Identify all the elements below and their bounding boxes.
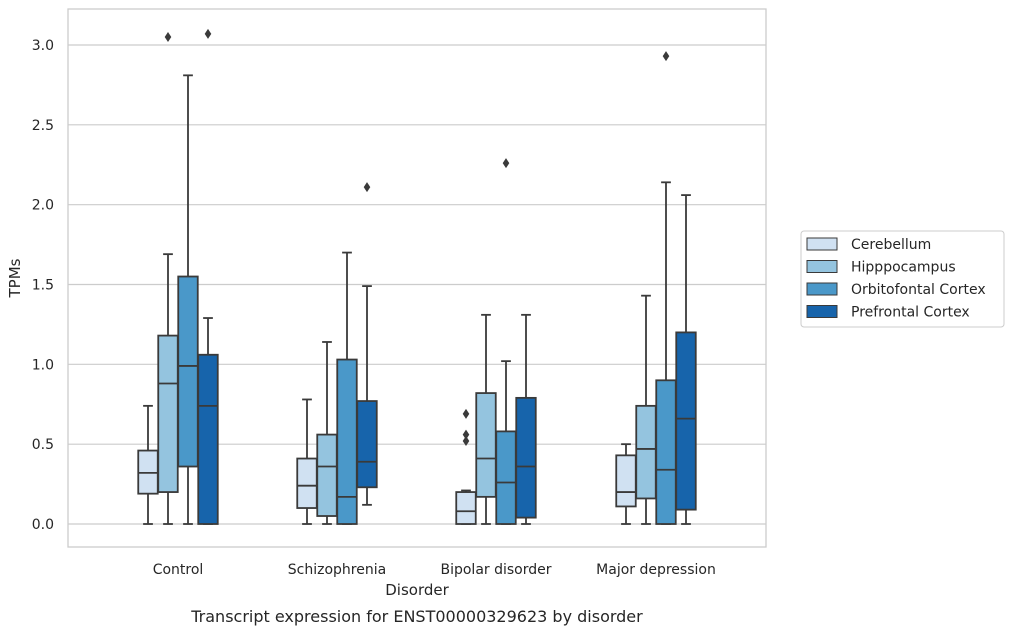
box-group bbox=[675, 194, 697, 525]
legend-swatch bbox=[806, 305, 838, 318]
box-iqr bbox=[515, 396, 537, 519]
y-axis-title: TPMs bbox=[6, 258, 24, 298]
y-tick-label: 2.5 bbox=[32, 118, 54, 134]
legend-label: Prefrontal Cortex bbox=[851, 305, 970, 321]
x-tick-label: Major depression bbox=[596, 562, 716, 578]
legend-swatch bbox=[806, 260, 838, 273]
box-group bbox=[157, 32, 179, 525]
y-tick-label: 0.5 bbox=[32, 437, 54, 453]
legend-swatch bbox=[806, 237, 838, 251]
box-group bbox=[336, 251, 358, 525]
box-group bbox=[197, 28, 219, 525]
x-axis-ticks: Control Schizophrenia Bipolar disorder Majo… bbox=[153, 562, 716, 578]
box-group bbox=[655, 51, 677, 525]
x-tick-label: Schizophrenia bbox=[288, 562, 386, 578]
x-tick-label: Control bbox=[153, 562, 204, 578]
legend-label: Orbitofontal Cortex bbox=[851, 282, 986, 298]
box-group bbox=[615, 443, 637, 525]
box-iqr bbox=[197, 353, 219, 525]
box-iqr bbox=[316, 433, 338, 517]
legend-frame bbox=[800, 230, 1005, 328]
y-axis-ticks: 0.0 0.5 1.0 1.5 2.0 2.5 3.0 bbox=[32, 38, 54, 533]
legend-label: Hipppocampus bbox=[851, 260, 956, 276]
outlier-point bbox=[462, 435, 470, 446]
outlier-point bbox=[204, 28, 212, 39]
outlier-point bbox=[662, 51, 670, 62]
box-group bbox=[635, 294, 657, 525]
y-tick-label: 0.0 bbox=[32, 517, 54, 533]
box-iqr bbox=[655, 379, 677, 525]
x-axis-title: Disorder bbox=[385, 581, 449, 599]
box-group bbox=[475, 313, 497, 525]
box-iqr bbox=[475, 392, 497, 498]
legend: Cerebellum Hipppocampus Orbitofontal Corte… bbox=[800, 230, 1005, 328]
legend-label: Cerebellum bbox=[851, 237, 931, 253]
x-tick-label: Bipolar disorder bbox=[440, 562, 551, 578]
box-iqr bbox=[615, 454, 637, 508]
box-iqr bbox=[157, 334, 179, 493]
outlier-point bbox=[462, 408, 470, 419]
box-group bbox=[495, 158, 517, 525]
box-group bbox=[455, 408, 477, 525]
box-group bbox=[356, 182, 378, 506]
box-iqr bbox=[635, 404, 657, 500]
box-iqr bbox=[336, 358, 358, 525]
outlier-point bbox=[363, 182, 371, 193]
outlier-point bbox=[462, 429, 470, 440]
box-group bbox=[316, 341, 338, 525]
legend-swatch bbox=[806, 282, 838, 296]
box-plot-boxes bbox=[137, 28, 697, 525]
box-iqr bbox=[296, 457, 318, 509]
y-tick-label: 2.0 bbox=[32, 198, 54, 214]
plot-area-frame bbox=[67, 8, 767, 548]
chart-caption: Transcript expression for ENST0000032962… bbox=[190, 607, 643, 626]
box-group bbox=[515, 313, 537, 525]
box-iqr bbox=[455, 491, 477, 525]
box-iqr bbox=[675, 331, 697, 511]
box-iqr bbox=[177, 275, 199, 468]
outlier-point bbox=[164, 32, 172, 43]
box-iqr bbox=[356, 400, 378, 489]
y-tick-label: 1.0 bbox=[32, 357, 54, 373]
box-group bbox=[177, 74, 199, 525]
box-group bbox=[137, 404, 159, 525]
outlier-point bbox=[502, 158, 510, 169]
box-group bbox=[296, 398, 318, 525]
y-tick-label: 1.5 bbox=[32, 278, 54, 294]
y-tick-label: 3.0 bbox=[32, 38, 54, 54]
box-iqr bbox=[495, 430, 517, 525]
